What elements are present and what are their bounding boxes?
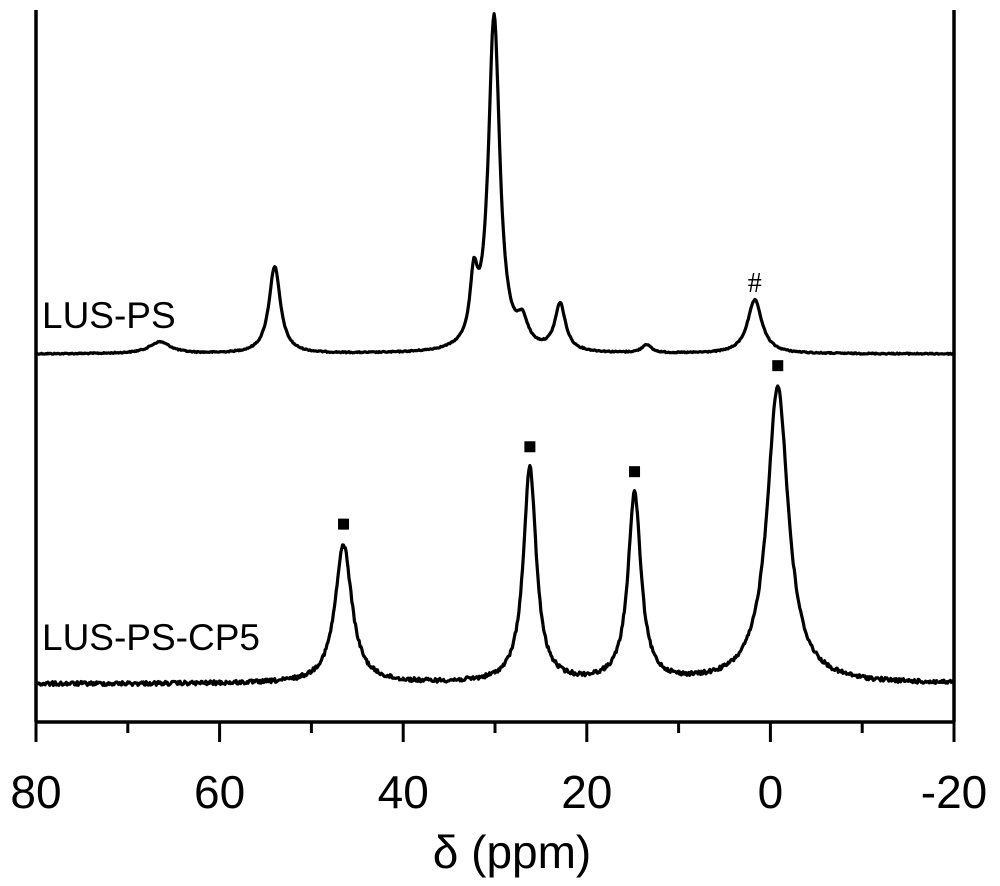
peak-marker-4 — [772, 360, 784, 372]
spectrum-traces — [34, 12, 956, 687]
series-labels: LUS-PS LUS-PS-CP5 — [42, 295, 260, 658]
x-tick-label-20: 20 — [561, 766, 612, 818]
x-tick-label--20: -20 — [921, 766, 987, 818]
series-label-lus-ps-cp5: LUS-PS-CP5 — [42, 617, 260, 658]
x-tick-label-80: 80 — [10, 766, 61, 818]
peak-marker-3 — [629, 466, 641, 478]
series-label-lus-ps: LUS-PS — [42, 295, 176, 336]
x-tick-label-40: 40 — [378, 766, 429, 818]
x-ticks: 80 60 40 20 0 -20 — [10, 722, 987, 818]
plot-frame — [34, 10, 956, 724]
peak-marker-2 — [524, 441, 536, 453]
x-axis-title: δ (ppm) — [433, 826, 592, 878]
series-trace-lus-ps-cp5 — [34, 384, 956, 687]
x-tick-label-0: 0 — [758, 766, 784, 818]
annotation-hash-1: # — [748, 268, 762, 299]
peak-marker-1 — [338, 518, 350, 530]
series-trace-lus-ps — [34, 12, 956, 356]
x-tick-label-60: 60 — [194, 766, 245, 818]
peak-markers: # — [338, 268, 784, 530]
